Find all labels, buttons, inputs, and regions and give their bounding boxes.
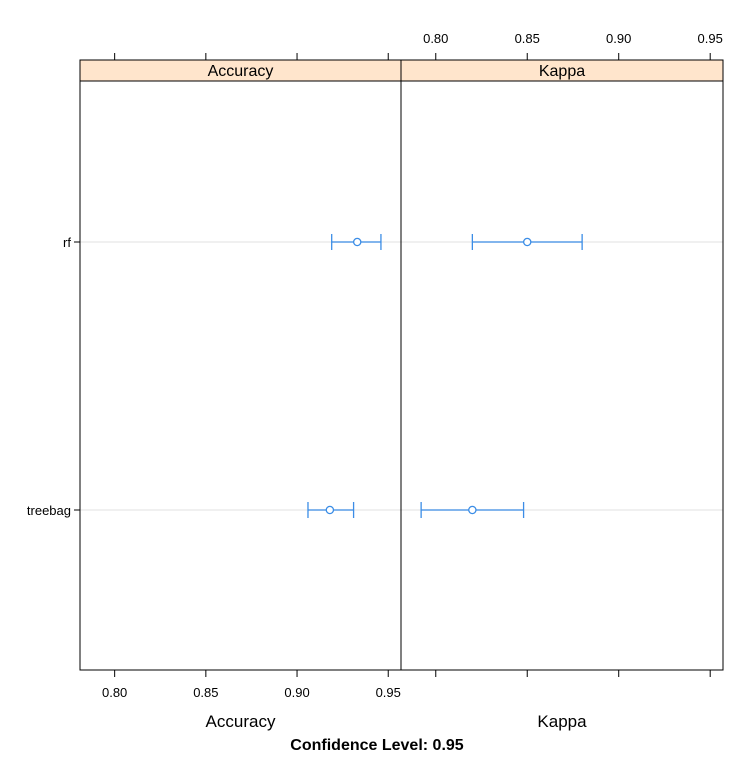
tick-label-kappa-0: 0.80 <box>423 31 448 46</box>
tick-label-kappa-1: 0.85 <box>515 31 540 46</box>
panel-accuracy-background <box>80 81 401 670</box>
point-estimate-accuracy-rf <box>352 237 362 247</box>
tick-label-kappa-3: 0.95 <box>698 31 723 46</box>
axis-title-accuracy: Accuracy <box>206 712 276 731</box>
tick-label-accuracy-1: 0.85 <box>193 685 218 700</box>
point-estimate-accuracy-treebag <box>325 505 335 515</box>
point-estimate-kappa-rf <box>522 237 532 247</box>
point-estimate-kappa-treebag <box>468 505 477 515</box>
confidence-level-label: Confidence Level: 0.95 <box>290 737 463 754</box>
tick-label-accuracy-3: 0.95 <box>376 685 401 700</box>
tick-label-accuracy-0: 0.80 <box>102 685 127 700</box>
tick-label-accuracy-2: 0.90 <box>284 685 309 700</box>
panel-kappa-frame <box>400 80 724 671</box>
tick-label-kappa-2: 0.90 <box>606 31 631 46</box>
y-label-treebag: treebag <box>27 503 71 518</box>
strip-label-accuracy: Accuracy <box>208 63 274 80</box>
panel-kappa-background <box>401 81 723 670</box>
axis-title-kappa: Kappa <box>537 712 587 731</box>
strip-label-kappa: Kappa <box>539 63 585 80</box>
y-label-rf: rf <box>63 235 71 250</box>
